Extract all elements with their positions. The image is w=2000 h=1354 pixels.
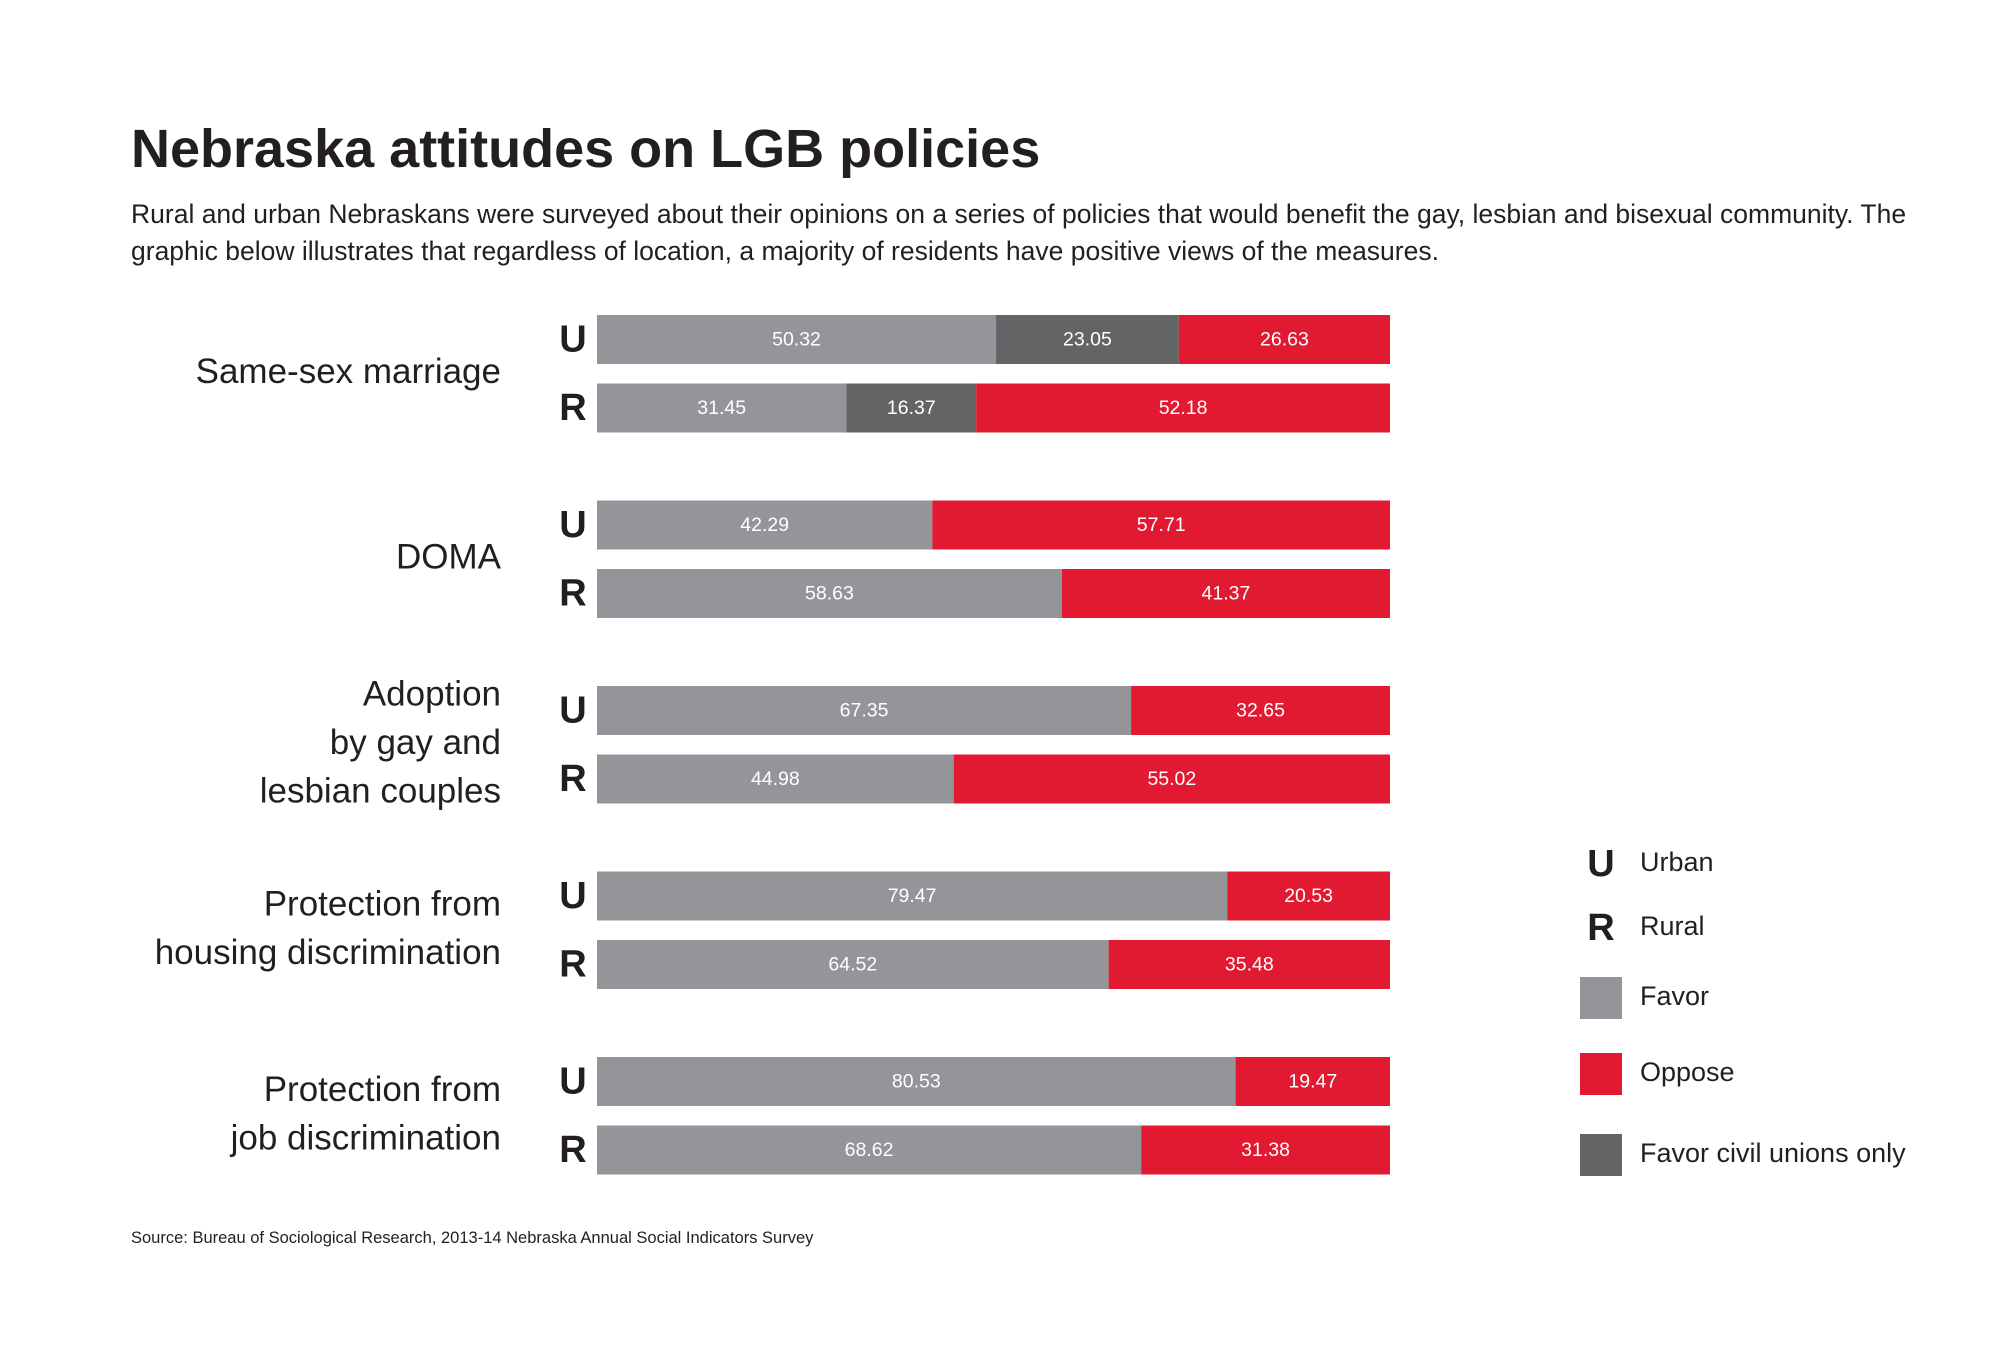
group-label: Protection from — [264, 1070, 501, 1109]
bar-value-label: 68.62 — [845, 1139, 894, 1161]
legend-code: U — [1587, 843, 1614, 885]
group-label: by gay and — [330, 723, 501, 762]
bar-value-label: 57.71 — [1137, 514, 1186, 536]
legend-swatch-oppose — [1580, 1053, 1622, 1095]
bar-value-label: 67.35 — [840, 700, 889, 722]
bar-value-label: 16.37 — [887, 397, 936, 419]
row-code-label: R — [559, 944, 586, 986]
bar-segment-favor — [597, 940, 1109, 989]
chart-subtitle: Rural and urban Nebraskans were surveyed… — [131, 199, 1907, 266]
group-label: housing discrimination — [155, 933, 501, 972]
bar-value-label: 42.29 — [740, 514, 789, 536]
bar-segment-oppose — [976, 383, 1390, 433]
bar-value-label: 19.47 — [1288, 1071, 1337, 1093]
bar-segment-oppose — [1227, 871, 1390, 921]
legend-label: Favor civil unions only — [1640, 1138, 1906, 1168]
row-code-label: U — [559, 1061, 586, 1103]
group-label: job discrimination — [230, 1118, 501, 1157]
bar-segment-favor — [597, 569, 1062, 618]
group-label: Protection from — [264, 884, 501, 923]
group-label: DOMA — [396, 538, 502, 577]
bar-segment-favor — [597, 383, 847, 433]
row-code-label: U — [559, 504, 586, 546]
bar-segment-oppose — [932, 500, 1390, 550]
legend-swatch-favor — [1580, 977, 1622, 1019]
bar-value-label: 35.48 — [1225, 954, 1274, 976]
bar-segment-favor — [597, 754, 954, 804]
bar-value-label: 41.37 — [1202, 583, 1251, 605]
bar-segment-favor — [597, 871, 1228, 921]
group-label: Same-sex marriage — [196, 352, 501, 391]
legend-code-label: Urban — [1640, 847, 1714, 877]
bar-value-label: 52.18 — [1159, 397, 1208, 419]
legend-label: Favor — [1640, 981, 1709, 1011]
bar-segment-oppose — [1178, 315, 1390, 364]
bar-value-label: 79.47 — [888, 885, 937, 907]
row-code-label: R — [559, 387, 586, 429]
bar-value-label: 23.05 — [1063, 329, 1112, 351]
group-label: lesbian couples — [260, 772, 501, 811]
bar-value-label: 26.63 — [1260, 329, 1309, 351]
source-note: Source: Bureau of Sociological Research,… — [131, 1229, 814, 1247]
bar-segment-civil_unions — [996, 315, 1179, 364]
bar-value-label: 31.45 — [697, 397, 746, 419]
row-code-label: U — [559, 319, 586, 361]
bar-value-label: 20.53 — [1284, 885, 1333, 907]
bar-value-label: 64.52 — [828, 954, 877, 976]
bar-segment-favor — [597, 1057, 1236, 1106]
group-label: Adoption — [363, 675, 501, 714]
bar-value-label: 50.32 — [772, 329, 821, 351]
legend-swatch-civil_unions — [1580, 1134, 1622, 1176]
bar-value-label: 80.53 — [892, 1071, 941, 1093]
bar-segment-favor — [597, 1125, 1142, 1175]
legend-code-label: Rural — [1640, 911, 1705, 941]
row-code-label: R — [559, 758, 586, 800]
chart-title: Nebraska attitudes on LGB policies — [131, 119, 1041, 179]
bar-segment-civil_unions — [846, 383, 977, 433]
legend-code: R — [1587, 907, 1614, 949]
row-code-label: R — [559, 573, 586, 615]
bar-value-label: 31.38 — [1241, 1139, 1290, 1161]
bar-segment-oppose — [1061, 569, 1390, 618]
row-code-label: R — [559, 1129, 586, 1171]
bar-segment-favor — [597, 500, 933, 550]
bar-value-label: 58.63 — [805, 583, 854, 605]
bar-segment-oppose — [1131, 686, 1390, 735]
bar-value-label: 32.65 — [1236, 700, 1285, 722]
bar-value-label: 44.98 — [751, 768, 800, 790]
legend-label: Oppose — [1640, 1057, 1735, 1087]
bar-segment-oppose — [953, 754, 1390, 804]
bar-segment-oppose — [1235, 1057, 1390, 1106]
bar-value-label: 55.02 — [1147, 768, 1196, 790]
bar-segment-oppose — [1108, 940, 1390, 989]
row-code-label: U — [559, 690, 586, 732]
bar-segment-oppose — [1141, 1125, 1390, 1175]
bar-segment-favor — [597, 686, 1132, 735]
bar-segment-favor — [597, 315, 997, 364]
row-code-label: U — [559, 875, 586, 917]
